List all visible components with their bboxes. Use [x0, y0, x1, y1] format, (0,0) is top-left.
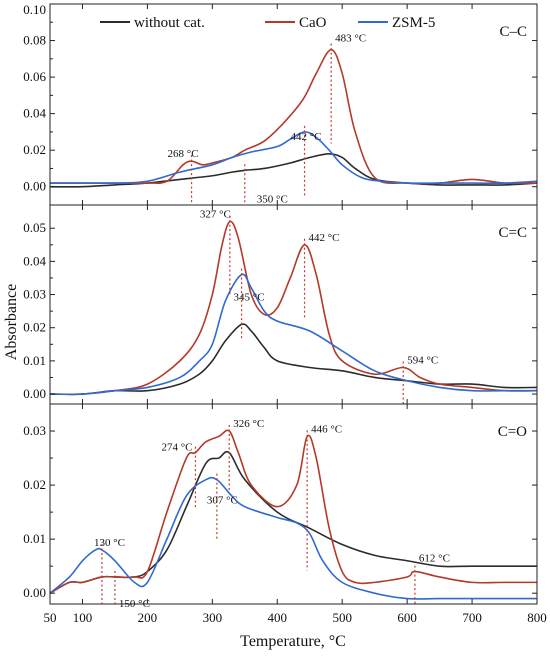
series-line-without-cat: [50, 323, 537, 396]
peak-annotation: 268 °C: [168, 148, 199, 160]
legend-label: CaO: [299, 15, 327, 31]
peak-annotation: 442 °C: [291, 131, 322, 143]
y-tick-label: 0.05: [23, 220, 46, 235]
peak-annotation: 594 °C: [407, 355, 438, 367]
y-axis-title: Absorbance: [3, 284, 20, 360]
chart-legend: without cat. CaO ZSM-5: [100, 15, 435, 31]
x-tick-label: 700: [462, 610, 482, 625]
x-tick-label: 200: [138, 610, 158, 625]
y-tick-label: 0.02: [23, 477, 46, 492]
series-line-cao: [50, 48, 537, 185]
x-tick-label: 600: [397, 610, 417, 625]
y-tick-label: 0.10: [23, 2, 46, 17]
y-tick-label: 0.06: [23, 69, 46, 84]
peak-annotation: 345 °C: [234, 292, 265, 304]
y-tick-label: 0.00: [23, 585, 46, 600]
peak-annotation: 274 °C: [161, 442, 192, 454]
y-tick-label: 0.02: [23, 142, 46, 157]
legend-label: ZSM-5: [392, 15, 435, 31]
y-tick-label: 0.01: [23, 531, 46, 546]
x-tick-label: 300: [203, 610, 223, 625]
panel-frame: [49, 403, 538, 605]
panel-label: C–C: [499, 24, 527, 40]
y-tick-label: 0.03: [23, 287, 46, 302]
x-tick-label: 50: [44, 610, 57, 625]
peak-annotation: 483 °C: [335, 33, 366, 45]
y-tick-label: 0.04: [23, 253, 46, 268]
panel-label: C=C: [499, 225, 527, 241]
panel-label: C=O: [498, 424, 527, 440]
series-line-cao: [50, 220, 537, 396]
y-tick-label: 0.03: [23, 423, 46, 438]
y-tick-label: 0.08: [23, 33, 46, 48]
y-tick-label: 0.04: [23, 106, 46, 121]
legend-label: without cat.: [134, 15, 205, 31]
panel-1: 268 °C 350 °C 442 °C 483 °C 0.00 0.02 0.04 0.06…: [23, 2, 538, 206]
x-tick-label: 100: [73, 610, 93, 625]
x-tick-label: 800: [527, 610, 547, 625]
peak-annotation: 326 °C: [233, 418, 264, 430]
series-line-zsm-5: [50, 273, 537, 396]
peak-annotation: 130 °C: [94, 537, 125, 549]
panel-2: 327 °C 345 °C 442 °C 594 °C 0.00 0.01 0.02 0.03…: [23, 204, 538, 405]
y-tick-label: 0.02: [23, 320, 46, 335]
peak-annotation: 327 °C: [200, 209, 231, 221]
chart-panels: 268 °C 350 °C 442 °C 483 °C 0.00 0.02 0.04 0.06…: [23, 2, 547, 625]
peak-annotation: 442 °C: [309, 232, 340, 244]
peak-annotation: 446 °C: [311, 423, 342, 435]
panel-frame: [49, 3, 538, 206]
y-tick-label: 0.01: [23, 353, 46, 368]
x-tick-label: 400: [268, 610, 288, 625]
x-tick-label: 500: [332, 610, 352, 625]
x-axis-title: Temperature, °C: [240, 633, 346, 650]
peak-annotation: 612 °C: [419, 553, 450, 565]
series-line-without-cat: [50, 153, 537, 188]
y-tick-label: 0.00: [23, 386, 46, 401]
y-tick-label: 0.00: [23, 179, 46, 194]
series-line-cao: [50, 429, 537, 594]
peak-annotation: 350 °C: [257, 193, 288, 205]
panel-frame: [49, 204, 538, 405]
peak-annotation: 307 °C: [207, 495, 238, 507]
